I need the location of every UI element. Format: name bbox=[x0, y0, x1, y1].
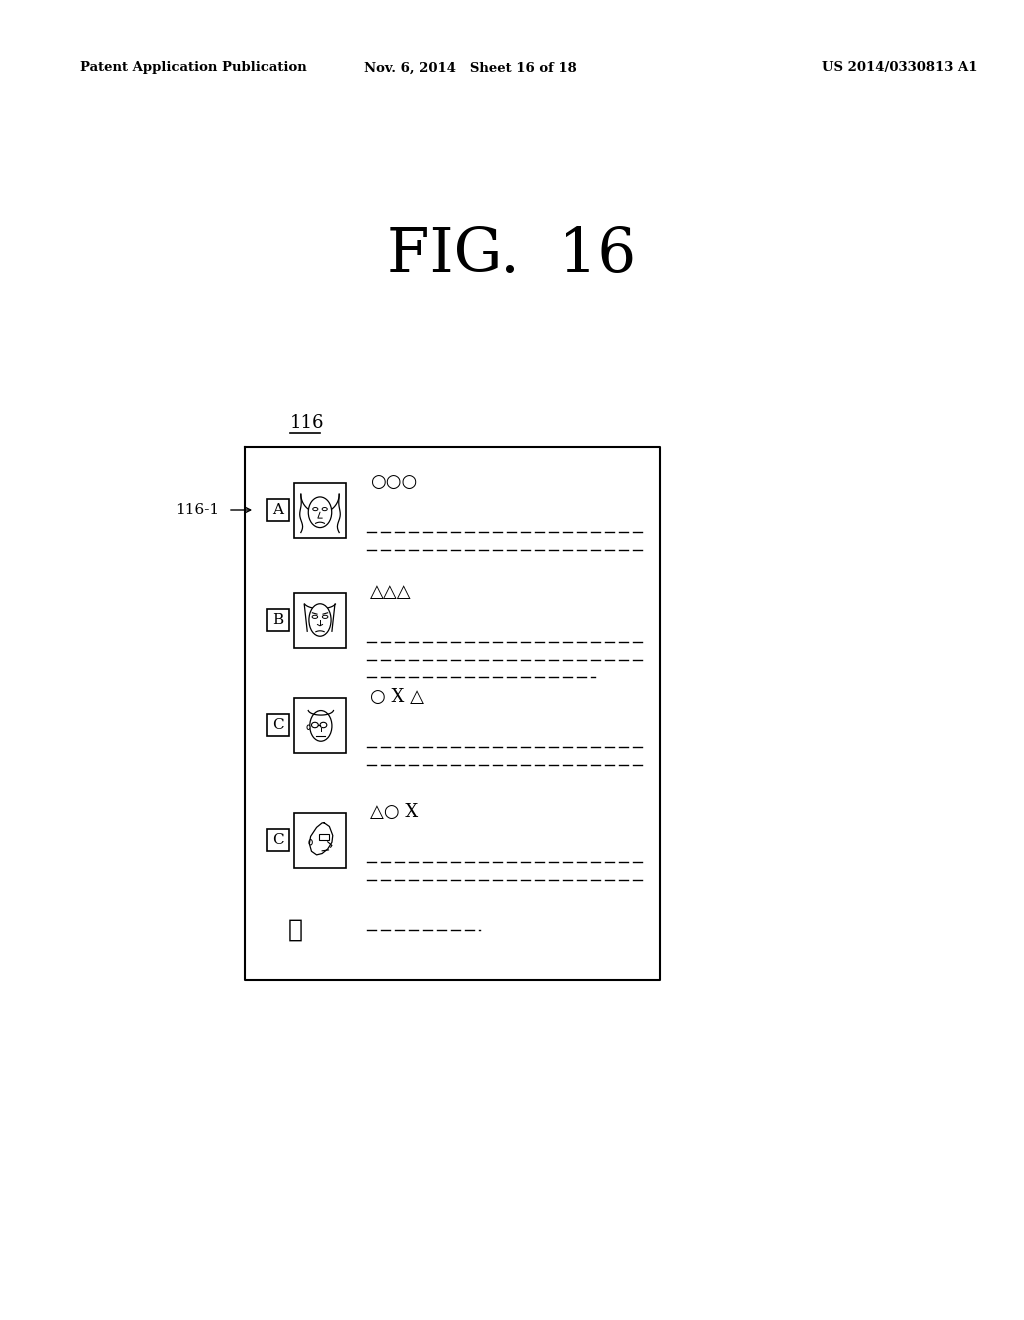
Text: 116: 116 bbox=[290, 414, 325, 432]
Text: ○ X △: ○ X △ bbox=[370, 688, 424, 706]
Ellipse shape bbox=[307, 725, 310, 730]
Text: 116-1: 116-1 bbox=[175, 503, 219, 517]
Text: C: C bbox=[272, 718, 284, 733]
Bar bbox=[267, 499, 289, 521]
Text: ○○○: ○○○ bbox=[370, 473, 417, 491]
Ellipse shape bbox=[309, 840, 312, 845]
Text: A: A bbox=[272, 503, 284, 517]
Text: FIG.  16: FIG. 16 bbox=[387, 224, 637, 285]
Text: △○ X: △○ X bbox=[370, 803, 418, 821]
Bar bbox=[294, 813, 346, 867]
Bar bbox=[267, 609, 289, 631]
Text: ⋮: ⋮ bbox=[288, 919, 302, 941]
Text: Patent Application Publication: Patent Application Publication bbox=[80, 62, 307, 74]
Ellipse shape bbox=[309, 603, 331, 636]
Bar bbox=[294, 593, 346, 648]
Ellipse shape bbox=[310, 710, 332, 742]
Ellipse shape bbox=[323, 507, 328, 511]
Bar bbox=[267, 829, 289, 851]
Text: △△△: △△△ bbox=[370, 583, 412, 601]
Ellipse shape bbox=[323, 615, 328, 619]
Ellipse shape bbox=[312, 507, 317, 511]
Bar bbox=[267, 714, 289, 737]
Ellipse shape bbox=[308, 496, 332, 528]
Bar bbox=[319, 834, 329, 840]
Text: US 2014/0330813 A1: US 2014/0330813 A1 bbox=[822, 62, 978, 74]
Bar bbox=[294, 483, 346, 537]
Ellipse shape bbox=[312, 615, 317, 619]
Text: Nov. 6, 2014   Sheet 16 of 18: Nov. 6, 2014 Sheet 16 of 18 bbox=[364, 62, 577, 74]
Text: C: C bbox=[272, 833, 284, 847]
Text: B: B bbox=[272, 612, 284, 627]
Bar bbox=[294, 697, 346, 752]
